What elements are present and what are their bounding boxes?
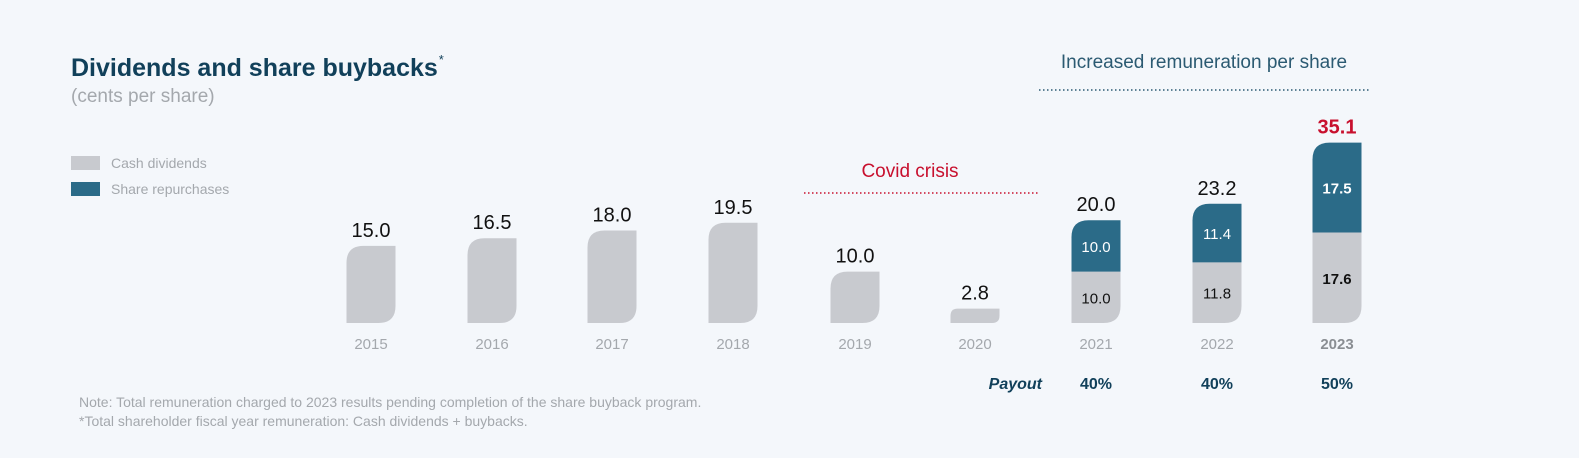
x-tick-label-2018: 2018: [716, 336, 749, 353]
legend-item-cash-dividends: Cash dividends: [71, 150, 229, 176]
total-label-2015: 15.0: [352, 220, 391, 242]
payout-value-2021: 40%: [1080, 376, 1112, 393]
total-label-2020: 2.8: [961, 283, 989, 305]
total-label-2018: 19.5: [714, 197, 753, 219]
segment-label-cash-dividends-2021: 10.0: [1081, 290, 1110, 307]
x-tick-label-2022: 2022: [1200, 336, 1233, 353]
bar-cash-dividends-2023: [1312, 232, 1362, 323]
bar-cash-dividends-2021: [1071, 271, 1121, 323]
bar-cash-dividends-2018: [708, 222, 758, 323]
bar-cash-dividends-2015: [346, 245, 396, 323]
segment-label-cash-dividends-2023: 17.6: [1322, 271, 1351, 288]
increased-remuneration-annotation: Increased remuneration per share: [1061, 52, 1347, 73]
bar-cash-dividends-2017: [587, 230, 637, 323]
x-tick-label-2016: 2016: [475, 336, 508, 353]
total-label-2021: 20.0: [1077, 194, 1116, 216]
x-tick-label-2023: 2023: [1320, 336, 1353, 353]
footnote-definition: *Total shareholder fiscal year remunerat…: [79, 413, 528, 429]
segment-label-cash-dividends-2022: 11.8: [1203, 286, 1231, 303]
total-label-2022: 23.2: [1198, 178, 1237, 200]
footnote-note: Note: Total remuneration charged to 2023…: [79, 394, 702, 410]
bar-cash-dividends-2016: [467, 238, 517, 323]
x-tick-label-2021: 2021: [1079, 336, 1112, 353]
x-tick-label-2020: 2020: [958, 336, 991, 353]
legend: Cash dividends Share repurchases: [71, 150, 229, 202]
segment-label-share-repurchases-2021: 10.0: [1081, 239, 1110, 256]
x-tick-label-2017: 2017: [595, 336, 628, 353]
legend-label-share-repurchases: Share repurchases: [111, 181, 230, 197]
covid-crisis-annotation: Covid crisis: [861, 161, 958, 182]
legend-swatch-cash-dividends: [71, 156, 100, 170]
legend-label-cash-dividends: Cash dividends: [111, 155, 207, 171]
payout-label: Payout: [989, 376, 1043, 393]
total-label-2019: 10.0: [836, 246, 875, 268]
title-footnote-mark: *: [438, 52, 444, 67]
total-label-2016: 16.5: [473, 212, 512, 234]
segment-label-share-repurchases-2023: 17.5: [1322, 181, 1351, 198]
x-tick-label-2019: 2019: [838, 336, 871, 353]
total-label-2023: 35.1: [1318, 117, 1357, 139]
payout-value-2022: 40%: [1201, 376, 1233, 393]
payout-value-2023: 50%: [1321, 376, 1353, 393]
chart-subtitle: (cents per share): [71, 86, 215, 107]
bar-share-repurchases-2021: [1071, 220, 1121, 272]
bar-cash-dividends-2022: [1192, 262, 1242, 323]
legend-item-share-repurchases: Share repurchases: [71, 176, 229, 202]
chart-title-text: Dividends and share buybacks: [71, 54, 438, 82]
legend-swatch-share-repurchases: [71, 182, 100, 196]
x-tick-label-2015: 2015: [354, 336, 387, 353]
chart-title: Dividends and share buybacks*: [71, 52, 444, 83]
bar-cash-dividends-2020: [950, 308, 1000, 323]
bar-cash-dividends-2019: [830, 271, 880, 323]
segment-label-share-repurchases-2022: 11.4: [1203, 226, 1231, 243]
bar-share-repurchases-2023: [1312, 142, 1362, 233]
bar-share-repurchases-2022: [1192, 203, 1242, 263]
total-label-2017: 18.0: [593, 204, 632, 226]
